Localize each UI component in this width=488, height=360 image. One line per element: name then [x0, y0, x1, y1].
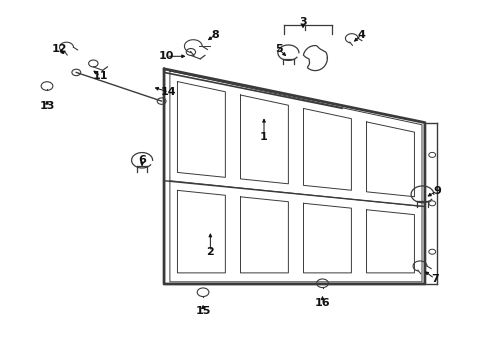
- Text: 5: 5: [274, 44, 282, 54]
- Text: 1: 1: [260, 132, 267, 142]
- Text: 3: 3: [299, 17, 306, 27]
- Text: 16: 16: [314, 298, 330, 308]
- Text: 4: 4: [357, 30, 365, 40]
- Text: 14: 14: [161, 87, 176, 97]
- Text: 8: 8: [211, 30, 219, 40]
- Text: 11: 11: [93, 71, 108, 81]
- Text: 10: 10: [159, 51, 174, 61]
- Text: 6: 6: [138, 155, 146, 165]
- Text: 9: 9: [432, 186, 440, 196]
- Text: 13: 13: [39, 102, 55, 112]
- Text: 2: 2: [206, 247, 214, 257]
- Text: 7: 7: [430, 274, 438, 284]
- Text: 12: 12: [51, 44, 67, 54]
- Text: 15: 15: [195, 306, 210, 316]
